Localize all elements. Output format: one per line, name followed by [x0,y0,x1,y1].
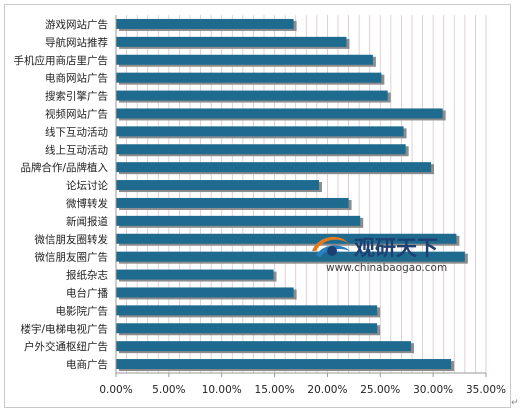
category-label: 户外交通枢纽广告 [24,340,108,353]
bar [116,233,457,244]
watermark: 观研天下 www.chinabaogao.com [312,236,447,274]
bar [116,359,452,370]
x-tick-labels: 0.00% 5.00% 10.00% 15.00% 20.00% 25.00% 30.00%… [99,373,506,396]
category-label: 微信朋友圈广告 [35,251,109,264]
bar [116,269,274,280]
category-label: 微信朋友圈转发 [35,233,109,246]
category-label: 线上互动活动 [45,143,108,156]
x-tick-label: 35.00% [466,384,506,396]
category-label: 楼宇/电梯电视广告 [20,322,108,335]
bar [116,341,411,352]
chart-frame: 游戏网站广告 导航网站推荐手机应用商店里广告电商网站广告 搜索引擎广告 视频网站广告线… [4,4,511,408]
x-tick-label: 0.00% [99,384,132,396]
category-label: 导航网站推荐 [45,36,108,49]
bar [116,126,404,137]
bar [116,215,361,226]
bar [116,287,294,298]
swoosh-logo-icon [312,236,350,257]
category-label: 线下互动活动 [45,125,108,138]
bars [116,18,468,372]
category-label: 电影院广告 [56,304,109,317]
category-label: 电商网站广告 [45,72,108,85]
category-label: 品牌合作/品牌植入 [20,161,108,174]
bar [116,90,388,101]
watermark-url: www.chinabaogao.com [326,262,447,274]
category-label: 电台广播 [66,286,108,299]
category-label: 手机应用商店里广告 [14,54,109,67]
category-label: 论坛讨论 [66,179,108,192]
category-label: 新闻报道 [66,215,108,228]
x-tick-label: 30.00% [413,384,453,396]
watermark-brand: 观研天下 [354,236,438,260]
bar [116,144,406,155]
category-label: 视频网站广告 [45,107,108,120]
bar [116,72,382,83]
category-label: 电商广告 [66,358,108,371]
x-tick-label: 20.00% [307,384,347,396]
bar [116,108,443,119]
x-tick-label: 10.00% [202,384,242,396]
bar [116,36,347,47]
bar [116,18,294,29]
bar-chart: 游戏网站广告导航网站推荐手机应用商店里广告电商网站广告搜索引擎广告视频网站广告线… [14,15,506,396]
category-label: 报纸杂志 [66,269,108,282]
bar [116,162,432,173]
x-tick-label: 5.00% [152,384,185,396]
bar [116,305,378,316]
x-tick-label: 15.00% [255,384,295,396]
category-label: 微博转发 [66,197,108,210]
return-mark: ↵ [511,398,519,408]
category-label: 搜索引擎广告 [45,90,108,103]
bar [116,251,465,262]
axes [115,15,486,374]
category-label: 游戏网站广告 [45,18,108,31]
x-tick-label: 25.00% [360,384,400,396]
bar [116,197,349,208]
bar [116,54,373,65]
gridlines [126,15,487,373]
bar [116,323,378,334]
category-labels: 游戏网站广告导航网站推荐手机应用商店里广告电商网站广告搜索引擎广告视频网站广告线… [14,18,109,371]
bar [116,180,319,191]
